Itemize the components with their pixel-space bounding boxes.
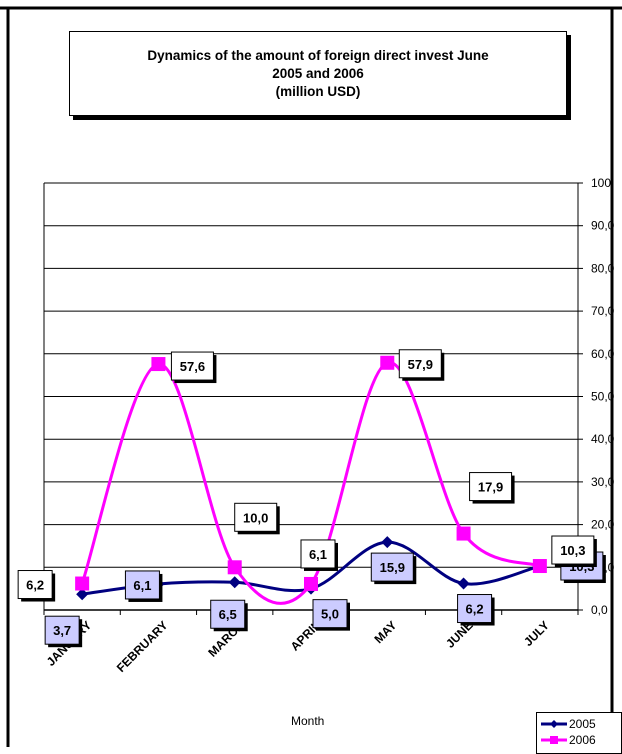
y-tick-label-3: 30,0 <box>591 475 615 489</box>
chart-title-line-1: Dynamics of the amount of foreign direct… <box>147 47 489 63</box>
series-2005-data-label-april: 5,0 <box>312 599 350 631</box>
series-2005-data-label-may: 15,9 <box>370 552 417 585</box>
y-tick-label-4: 40,0 <box>591 432 615 446</box>
svg-text:10,3: 10,3 <box>560 543 585 558</box>
y-tick-label-10: 100, <box>591 176 614 190</box>
series-2006-point-june <box>456 526 471 541</box>
y-tick-label-9: 90,0 <box>591 219 615 233</box>
svg-text:57,6: 57,6 <box>180 359 205 374</box>
svg-text:6,1: 6,1 <box>133 578 151 593</box>
series-2006-data-label-june: 17,9 <box>469 472 515 504</box>
legend-label-2006: 2006 <box>569 733 596 747</box>
y-tick-label-5: 50,0 <box>591 390 615 404</box>
x-tick-label-may: MAY <box>371 618 399 646</box>
svg-text:10,0: 10,0 <box>243 510 268 525</box>
y-tick-label-0: 0,0 <box>591 603 608 617</box>
series-2006-point-february <box>151 357 166 372</box>
svg-text:6,1: 6,1 <box>309 547 327 562</box>
series-2006-point-july <box>532 559 547 574</box>
series-2006-point-april <box>304 576 318 591</box>
y-tick-label-8: 80,0 <box>591 261 615 275</box>
legend-marker-2005 <box>541 720 567 728</box>
series-2006-data-label-april: 6,1 <box>300 539 338 571</box>
series-2005-point-march <box>228 576 241 589</box>
series-2005-point-may <box>381 536 394 549</box>
series-2006-data-label-march: 10,0 <box>234 502 280 535</box>
svg-text:6,2: 6,2 <box>26 578 44 593</box>
y-tick-label-6: 60,0 <box>591 347 615 361</box>
legend-label-2005: 2005 <box>569 717 596 731</box>
chart-title-line-3: (million USD) <box>275 83 361 99</box>
svg-text:6,5: 6,5 <box>219 607 237 622</box>
series-2006-data-label-january: 6,2 <box>17 570 56 602</box>
series-2005-data-label-february: 6,1 <box>124 570 163 602</box>
chart-title: Dynamics of the amount of foreign direct… <box>69 31 567 116</box>
series-2006-point-january <box>75 576 90 591</box>
svg-text:3,7: 3,7 <box>53 623 71 638</box>
svg-text:57,9: 57,9 <box>408 357 433 372</box>
x-axis-label: Month <box>291 714 325 728</box>
series-2006-data-label-july: 10,3 <box>551 535 597 568</box>
series-2006-data-label-may: 57,9 <box>398 349 445 381</box>
legend-entry-2005: 2005 <box>541 717 596 731</box>
series-2006-point-march <box>227 560 242 575</box>
legend-marker-2006 <box>541 736 567 744</box>
svg-text:5,0: 5,0 <box>321 607 339 622</box>
series-2005-point-june <box>457 577 470 590</box>
series-2006-data-label-february: 57,6 <box>170 351 217 384</box>
legend: 2005 2006 <box>536 712 622 754</box>
series-2006-point-may <box>380 355 395 370</box>
chart-title-line-2: 2005 and 2006 <box>272 65 364 81</box>
svg-text:17,9: 17,9 <box>478 480 503 495</box>
legend-entry-2006: 2006 <box>541 733 596 747</box>
series-2005-data-label-january: 3,7 <box>44 615 83 648</box>
y-tick-label-7: 70,0 <box>591 304 615 318</box>
svg-text:6,2: 6,2 <box>466 602 484 617</box>
x-tick-label-february: FEBRUARY <box>114 618 171 675</box>
series-2005-data-label-march: 6,5 <box>210 599 248 632</box>
svg-text:15,9: 15,9 <box>380 560 405 575</box>
x-tick-label-july: JULY <box>521 618 552 649</box>
series-2005-data-label-june: 6,2 <box>457 594 495 626</box>
y-tick-label-2: 20,0 <box>591 518 615 532</box>
series-2005-point-january <box>76 588 89 601</box>
